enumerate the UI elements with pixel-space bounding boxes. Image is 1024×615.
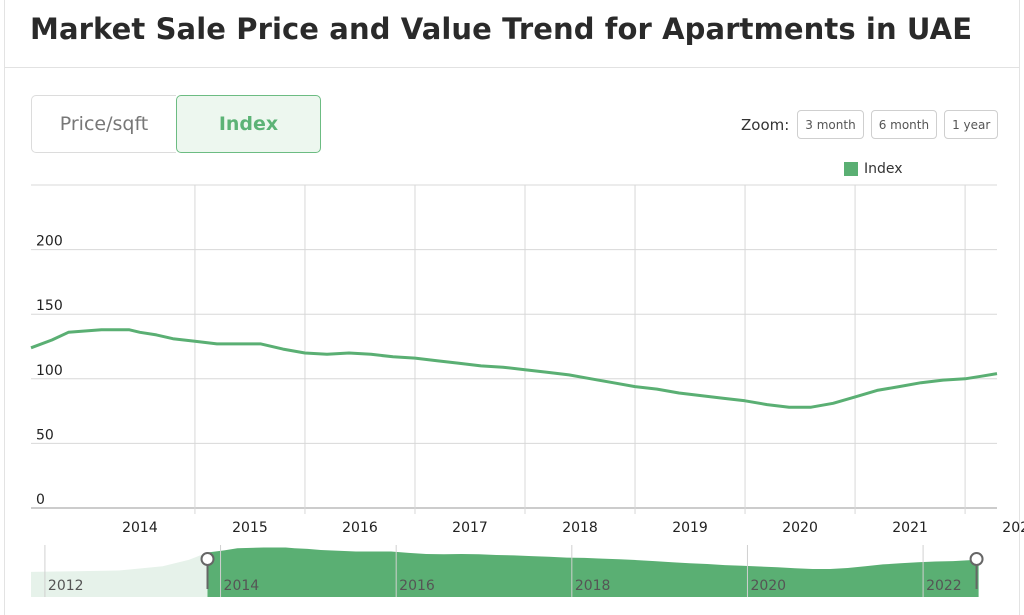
navigator-left-handle[interactable] [200, 552, 215, 589]
y-axis: 0 50 100 150 200 [36, 234, 63, 508]
navigator-tick-label: 2012 [48, 578, 84, 594]
zoom-3-month-button[interactable]: 3 month [797, 110, 864, 139]
chart-legend[interactable]: Index [844, 161, 903, 177]
navigator-tick-label: 2022 [926, 578, 962, 594]
y-tick-label: 150 [36, 298, 63, 314]
price-sqft-toggle[interactable]: Price/sqft [31, 95, 176, 153]
navigator-faded-area [31, 552, 208, 597]
title-divider [4, 67, 1020, 68]
x-tick-label: 2022 [1002, 520, 1024, 536]
range-navigator: 2012 2014 2016 2018 2020 2022 [31, 545, 984, 597]
legend-label-index: Index [864, 161, 903, 177]
zoom-controls: Zoom: 3 month 6 month 1 year [741, 110, 1005, 139]
x-tick-label: 2019 [672, 520, 708, 536]
chart-grid [31, 184, 997, 514]
y-tick-label: 50 [36, 427, 54, 443]
y-tick-label: 0 [36, 492, 45, 508]
navigator-tick-label: 2014 [224, 578, 260, 594]
chart-card [4, 0, 1020, 615]
y-tick-label: 100 [36, 363, 63, 379]
x-tick-label: 2017 [452, 520, 488, 536]
navigator-right-handle[interactable] [969, 552, 984, 589]
page-title: Market Sale Price and Value Trend for Ap… [30, 12, 973, 46]
index-toggle[interactable]: Index [176, 95, 321, 153]
zoom-6-month-button[interactable]: 6 month [870, 110, 938, 139]
metric-toggle: Price/sqft Index [31, 95, 321, 153]
series-line-index [30, 328, 998, 409]
x-tick-label: 2020 [782, 520, 818, 536]
x-tick-label: 2016 [342, 520, 378, 536]
legend-swatch-index [844, 162, 858, 176]
x-tick-label: 2021 [892, 520, 928, 536]
navigator-tick-label: 2016 [399, 578, 435, 594]
navigator-tick-label: 2018 [575, 578, 611, 594]
zoom-label: Zoom: [741, 115, 790, 134]
x-tick-label: 2018 [562, 520, 598, 536]
navigator-selected-area [207, 547, 979, 597]
x-tick-label: 2015 [232, 520, 268, 536]
x-tick-label: 2014 [122, 520, 158, 536]
navigator-tick-label: 2020 [750, 578, 786, 594]
x-axis: 2014 2015 2016 2017 2018 2019 2020 2021 2022 [122, 520, 1024, 536]
zoom-1-year-button[interactable]: 1 year [944, 110, 999, 139]
y-tick-label: 200 [36, 234, 63, 250]
